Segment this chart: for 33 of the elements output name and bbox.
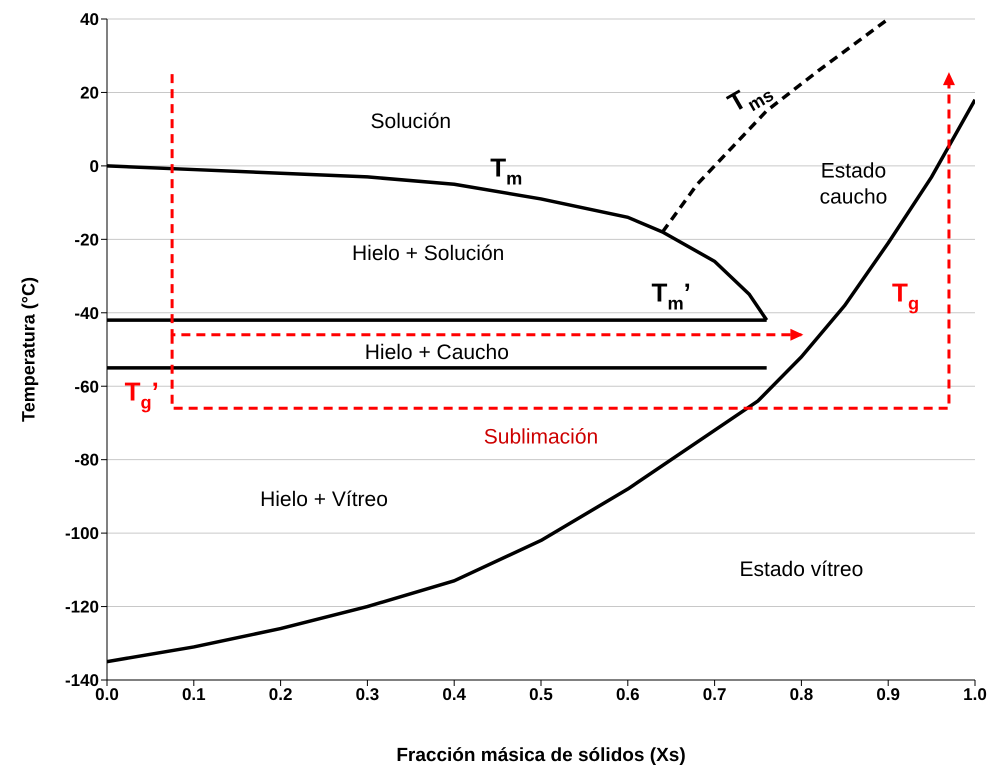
y-tick-label: 20 [80, 83, 99, 102]
annotation: Hielo + Solución [352, 242, 504, 265]
y-tick-label: -120 [64, 598, 99, 617]
annotation: Hielo + Caucho [364, 340, 509, 364]
x-tick-label: 0.4 [442, 685, 467, 704]
x-tick-label: 0.9 [876, 685, 900, 704]
annotation: Estado vítreo [740, 557, 864, 580]
y-axis-title: Temperatura (°C) [18, 277, 38, 422]
x-tick-label: 0.0 [95, 685, 119, 704]
y-tick-label: -100 [64, 524, 99, 544]
x-tick-label: 0.2 [268, 685, 292, 704]
annotation: Estado caucho [820, 158, 888, 208]
x-tick-label: 0.6 [616, 685, 640, 704]
annotation: Sublimación [484, 425, 598, 448]
y-tick-label: 40 [80, 10, 99, 30]
annotation: Solución [370, 109, 452, 132]
series-label: T$_{m}$ [490, 152, 522, 188]
y-tick-label: -20 [74, 230, 99, 250]
series-label: T$_{g}$ [892, 277, 920, 314]
x-tick-label: 0.5 [529, 685, 553, 704]
x-axis-title: Fracción másica de sólidos (Xs) [396, 745, 686, 766]
y-tick-label: -60 [74, 377, 99, 396]
y-tick-label: -40 [74, 304, 99, 323]
x-tick-label: 0.3 [356, 685, 380, 704]
y-tick-label: -80 [74, 450, 99, 470]
series-label: T$_{m}$’ [652, 277, 691, 314]
annotation: Hielo + Vítreo [260, 488, 388, 511]
y-tick-label: 0 [90, 156, 99, 176]
x-tick-label: 0.1 [182, 685, 206, 704]
legend-label: T$_{g}$’ [124, 376, 159, 412]
x-tick-label: 0.8 [790, 685, 814, 704]
x-tick-label: 0.7 [702, 685, 726, 704]
x-tick-label: 1.0 [963, 685, 987, 704]
